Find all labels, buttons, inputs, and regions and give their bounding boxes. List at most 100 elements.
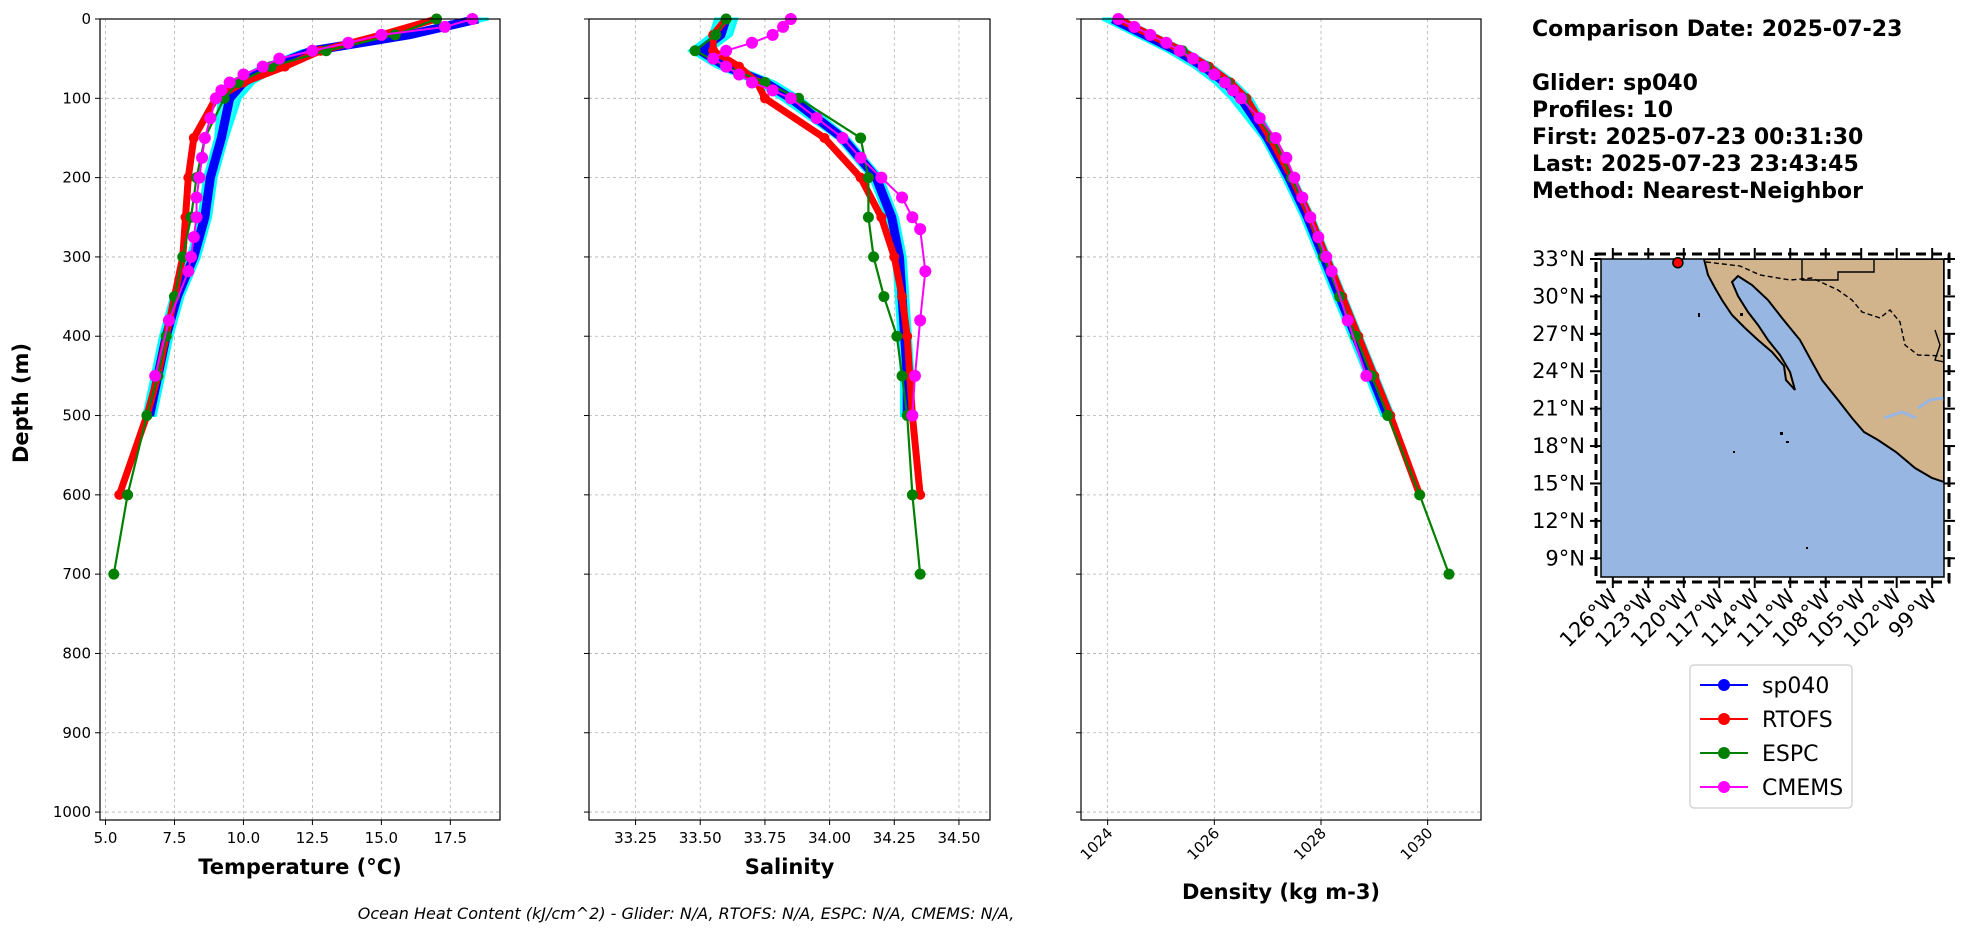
data-point-cmems bbox=[185, 250, 198, 263]
data-point-rtofs bbox=[876, 212, 887, 223]
data-point-espc bbox=[878, 291, 890, 303]
x-tick-label: 1024 bbox=[1077, 824, 1117, 864]
data-point-cmems bbox=[375, 28, 388, 41]
profiles-count: Profiles: 10 bbox=[1532, 98, 1673, 123]
data-point-rtofs bbox=[759, 93, 770, 104]
x-axis-label: Density (kg m-3) bbox=[1182, 880, 1380, 904]
data-point-rtofs bbox=[183, 172, 194, 183]
x-axis-label: Salinity bbox=[745, 855, 835, 879]
x-tick-label: 17.5 bbox=[434, 829, 467, 847]
data-point-cmems bbox=[1280, 151, 1293, 164]
data-point-cmems bbox=[196, 151, 209, 164]
x-tick-label: 5.0 bbox=[94, 829, 118, 847]
data-point-cmems bbox=[1304, 211, 1317, 224]
data-point-espc bbox=[177, 251, 189, 263]
y-tick-label: 1000 bbox=[53, 803, 91, 821]
data-point-cmems bbox=[766, 28, 779, 41]
data-point-cmems bbox=[438, 20, 451, 33]
x-tick-label: 7.5 bbox=[163, 829, 187, 847]
x-tick-label: 1026 bbox=[1183, 824, 1223, 864]
data-point-espc bbox=[868, 251, 880, 263]
lat-label: 33°N bbox=[1532, 247, 1585, 271]
series-line-cmems bbox=[154, 18, 473, 377]
data-point-cmems bbox=[1128, 20, 1141, 33]
density-panel: 1024 1026 1028 1030 Density (kg m-3) bbox=[1076, 13, 1482, 904]
data-point-espc bbox=[862, 172, 874, 184]
data-point-cmems bbox=[1360, 369, 1373, 382]
data-point-cmems bbox=[1187, 52, 1199, 65]
method: Method: Nearest-Neighbor bbox=[1532, 179, 1863, 204]
y-tick-label: 600 bbox=[62, 486, 91, 504]
x-tick-label: 33.50 bbox=[679, 829, 722, 847]
baja-island bbox=[1740, 313, 1743, 316]
data-point-cmems bbox=[193, 171, 206, 184]
info-block: Comparison Date: 2025-07-23 Glider: sp04… bbox=[1532, 17, 1902, 204]
legend: sp040 RTOFS ESPC CMEMS bbox=[1689, 664, 1853, 809]
y-tick-label: 100 bbox=[62, 89, 91, 107]
x-tick-label: 33.75 bbox=[743, 829, 786, 847]
data-point-cmems bbox=[256, 60, 269, 73]
data-point-cmems bbox=[273, 52, 286, 65]
data-point-rtofs bbox=[819, 132, 830, 143]
y-tick-label: 900 bbox=[62, 724, 91, 742]
first-time: First: 2025-07-23 00:31:30 bbox=[1532, 125, 1863, 150]
data-point-cmems bbox=[836, 131, 849, 144]
x-tick-label: 34.00 bbox=[808, 829, 851, 847]
data-point-cmems bbox=[1288, 171, 1301, 184]
data-point-espc bbox=[914, 568, 926, 580]
lat-label: 12°N bbox=[1532, 509, 1585, 533]
data-point-cmems bbox=[777, 20, 790, 33]
legend-label: RTOFS bbox=[1762, 708, 1833, 733]
legend-label: ESPC bbox=[1762, 742, 1819, 767]
data-point-cmems bbox=[1253, 112, 1266, 125]
data-point-espc bbox=[1443, 568, 1455, 580]
data-point-cmems bbox=[149, 369, 162, 382]
data-point-cmems bbox=[1235, 92, 1247, 105]
state-border bbox=[1801, 259, 1875, 281]
y-tick-label: 400 bbox=[62, 327, 91, 345]
data-point-espc bbox=[891, 330, 903, 342]
series-line-cmems bbox=[1117, 18, 1368, 377]
y-tick-label: 700 bbox=[62, 565, 91, 583]
ocean-heat-content-note: Ocean Heat Content (kJ/cm^2) - Glider: N… bbox=[358, 904, 1015, 923]
y-tick-label: 800 bbox=[62, 644, 91, 662]
x-tick-label: 15.0 bbox=[365, 829, 398, 847]
data-point-cmems bbox=[908, 369, 921, 382]
data-point-cmems bbox=[766, 84, 779, 97]
data-point-cmems bbox=[190, 191, 203, 204]
x-tick-label: 34.25 bbox=[873, 829, 916, 847]
data-point-cmems bbox=[733, 68, 746, 81]
data-point-cmems bbox=[342, 36, 355, 49]
data-point-cmems bbox=[1160, 36, 1173, 49]
glider-name: Glider: sp040 bbox=[1532, 71, 1698, 96]
data-point-cmems bbox=[1227, 84, 1239, 97]
glider-raw-profiles bbox=[1101, 17, 1396, 418]
data-point-rtofs bbox=[188, 132, 199, 143]
data-point-rtofs bbox=[114, 489, 125, 500]
data-point-cmems bbox=[187, 231, 200, 244]
data-point-cmems bbox=[190, 211, 203, 224]
data-point-cmems bbox=[810, 112, 823, 125]
data-point-espc bbox=[855, 132, 867, 144]
data-point-cmems bbox=[204, 112, 217, 125]
data-point-cmems bbox=[1269, 131, 1282, 144]
glider-position-marker bbox=[1672, 256, 1684, 269]
legend-label: sp040 bbox=[1762, 674, 1829, 699]
island bbox=[1698, 313, 1700, 317]
lat-label: 21°N bbox=[1532, 397, 1585, 421]
data-point-espc bbox=[1414, 489, 1426, 501]
legend-marker-rtofs bbox=[1718, 713, 1730, 725]
y-tick-label: 0 bbox=[81, 10, 91, 28]
data-point-cmems bbox=[720, 60, 733, 73]
map-frame bbox=[1600, 258, 1945, 578]
axes-frame bbox=[99, 18, 501, 821]
lake bbox=[1883, 396, 1944, 420]
series-line-espc bbox=[1117, 18, 1451, 575]
data-point-rtofs bbox=[897, 291, 908, 302]
data-point-rtofs bbox=[855, 172, 866, 183]
data-point-espc bbox=[896, 370, 908, 382]
location-map: 33°N 30°N 27°N 24°N 21°N 18°N 15°N 12°N 9°N 126°… bbox=[1532, 247, 1955, 652]
x-tick-label: 12.5 bbox=[296, 829, 329, 847]
data-point-rtofs bbox=[915, 489, 926, 500]
